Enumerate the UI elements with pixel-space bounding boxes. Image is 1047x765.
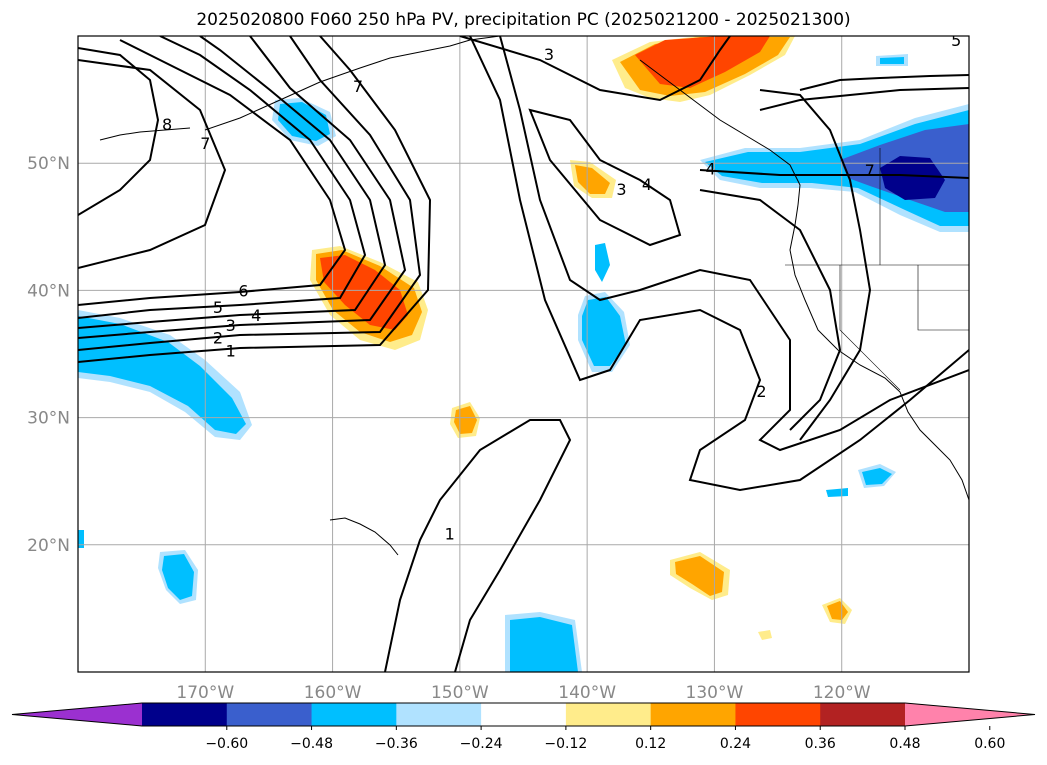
- lon-tick-label: 170°W: [176, 683, 234, 703]
- pv-contour-4-east: [699, 189, 842, 431]
- axis-labels: 50°N 40°N 30°N 20°N 170°W 160°W 150°W 140°W 130°…: [27, 154, 871, 703]
- coastline-us-west: [789, 204, 969, 501]
- colorbar-segment: [396, 703, 482, 726]
- colorbar-tick-label: 0.48: [889, 736, 920, 752]
- contour-label: 8: [162, 115, 172, 134]
- colorbar-segment: [735, 703, 821, 726]
- lon-tick-label: 160°W: [304, 683, 362, 703]
- contour-label: 3: [616, 180, 626, 199]
- lon-tick-label: 120°W: [813, 683, 871, 703]
- contour-label: 1: [226, 341, 236, 360]
- contour-label: 6: [238, 282, 248, 301]
- colorbar-tick-label: 0.12: [635, 736, 666, 752]
- map-gridlines: [78, 36, 969, 672]
- lat-tick-label: 30°N: [27, 409, 70, 429]
- contour-label: 4: [251, 306, 261, 325]
- map-frame: [77, 35, 970, 673]
- lat-tick-label: 50°N: [27, 154, 70, 174]
- colorbar-segment: [820, 703, 906, 726]
- contour-label: 7: [353, 77, 363, 96]
- colorbar-segment: [481, 703, 567, 726]
- lon-tick-label: 150°W: [431, 683, 489, 703]
- lon-tick-label: 130°W: [686, 683, 744, 703]
- coastline-hawaii: [329, 517, 399, 556]
- lat-tick-label: 20°N: [27, 536, 70, 556]
- lon-tick-label: 140°W: [558, 683, 616, 703]
- colorbar-segment: [142, 703, 228, 726]
- colorbar-tick-label: −0.48: [290, 736, 333, 752]
- state-border-3: [917, 265, 969, 331]
- pv-contour-6: [78, 39, 347, 306]
- colorbar-tick-label: 0.36: [805, 736, 836, 752]
- pv-contour-1: [78, 36, 432, 363]
- contour-label: 3: [226, 316, 236, 335]
- precip-fills: [78, 36, 969, 672]
- chart-title: 2025020800 F060 250 hPa PV, precipitatio…: [196, 10, 851, 30]
- contour-label: 1: [445, 525, 455, 544]
- contour-label: 2: [213, 329, 223, 348]
- colorbar-tick-label: −0.24: [460, 736, 503, 752]
- contour-label: 7: [865, 161, 875, 180]
- pv-contour-4: [78, 36, 387, 329]
- colorbar-extend-min: [12, 703, 142, 726]
- colorbar-tick-label: 0.60: [974, 736, 1005, 752]
- colorbar: −0.60 −0.48 −0.36 −0.24 −0.12 0.12 0.24 0.36 0.4…: [11, 702, 1036, 752]
- colorbar-segment: [311, 703, 397, 726]
- contour-label: 4: [642, 175, 652, 194]
- pv-contours: [78, 36, 969, 672]
- pv-contour-6-east: [759, 87, 969, 111]
- colorbar-extend-max: [905, 703, 1035, 726]
- colorbar-outline: [11, 702, 1036, 727]
- pv-contour-3-central: [759, 89, 872, 441]
- contour-label: 5: [951, 31, 961, 50]
- pv-contour-1-central: [469, 36, 969, 492]
- state-border-4: [839, 265, 901, 391]
- pv-contour-2: [78, 36, 422, 351]
- coastlines: [99, 36, 969, 556]
- pv-contour-8: [78, 47, 160, 216]
- colorbar-tick-label: −0.60: [205, 736, 248, 752]
- pv-contour-2-central: [499, 36, 969, 452]
- lat-tick-label: 40°N: [27, 281, 70, 301]
- pv-contour-5-east: [799, 74, 969, 91]
- colorbar-segment: [226, 703, 313, 726]
- pv-contour-5: [78, 36, 367, 319]
- pv-contour-7: [78, 59, 227, 269]
- pv-contour-1-south: [384, 419, 572, 672]
- colorbar-segment: [650, 703, 736, 726]
- pv-contour-7-east: [699, 169, 969, 179]
- pv-contour-3-north: [459, 36, 731, 102]
- colorbar-segment: [565, 703, 652, 726]
- contour-label: 4: [706, 160, 716, 179]
- coastline-alaska: [204, 36, 501, 131]
- pv-contour-3: [78, 36, 407, 339]
- contour-label: 7: [200, 134, 210, 153]
- contour-label: 3: [544, 45, 554, 64]
- colorbar-tick-label: −0.36: [375, 736, 418, 752]
- contour-label: 2: [756, 382, 766, 401]
- coastline-aleutian: [99, 127, 191, 141]
- colorbar-tick-label: 0.24: [720, 736, 751, 752]
- contour-label: 5: [213, 298, 223, 317]
- pv-contour-4-mid: [528, 108, 682, 247]
- colorbar-tick-label: −0.12: [544, 736, 587, 752]
